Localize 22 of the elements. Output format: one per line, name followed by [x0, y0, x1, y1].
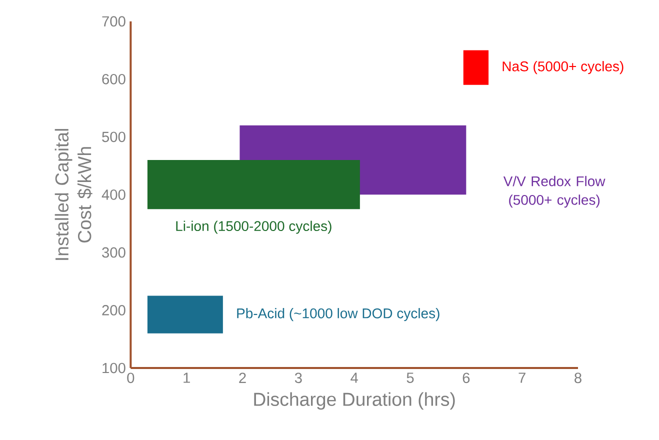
y-tick-label: 400: [102, 189, 126, 200]
legend-label: V/V Redox Flow (5000+ cycles): [503, 176, 606, 208]
y-axis-title: Installed Capital Cost $/kWh: [54, 129, 92, 260]
x-tick-label: 1: [184, 372, 190, 383]
y-tick-label: 100: [102, 362, 126, 374]
x-tick-label: 5: [406, 372, 414, 383]
x-axis-title: Discharge Duration (hrs): [254, 392, 455, 410]
x-tick-label: 8: [574, 372, 582, 384]
x-tick-label: 2: [239, 372, 246, 383]
x-tick-label: 4: [350, 372, 358, 383]
x-tick-label: 0: [127, 372, 134, 384]
legend-label: NaS (5000+ cycles): [502, 61, 624, 74]
legend-label: Li-ion (1500-2000 cycles): [176, 220, 332, 234]
x-tick-label: 3: [294, 372, 302, 384]
x-tick-label: 6: [462, 372, 470, 384]
y-tick-label: 200: [102, 305, 126, 316]
y-tick-label: 700: [102, 16, 126, 27]
y-tick-label: 500: [102, 132, 126, 142]
y-tick-label: 300: [102, 247, 126, 258]
legend-label: Pb-Acid (~1000 low DOD cycles): [237, 308, 440, 322]
y-tick-label: 600: [102, 74, 126, 84]
x-tick-label: 7: [518, 372, 526, 383]
